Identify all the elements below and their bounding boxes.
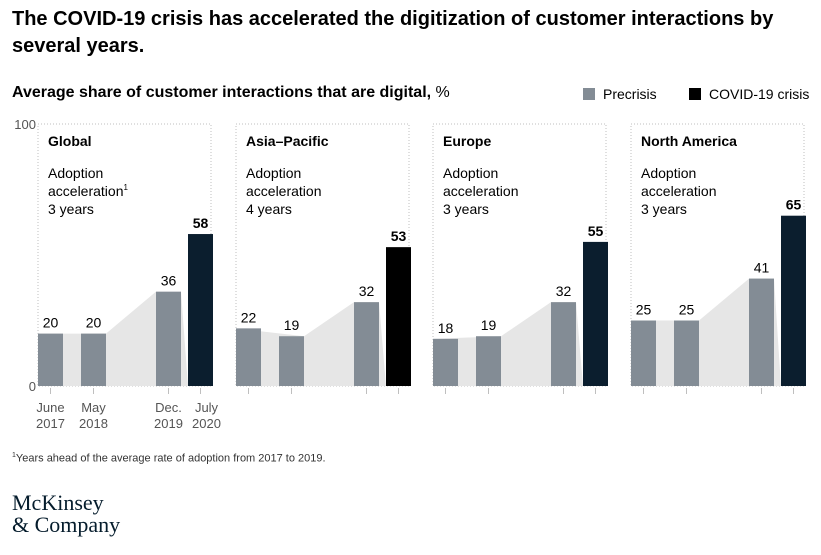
adoption-note-north-america-2: 3 years — [641, 201, 687, 217]
bar-global-0 — [38, 333, 63, 386]
x-category-label-3-1: 2020 — [192, 416, 221, 431]
value-label-asia-pacific-0: 22 — [241, 309, 257, 325]
adoption-note-asia-pacific-0: Adoption — [246, 165, 301, 181]
chart-subtitle: Average share of customer interactions t… — [12, 84, 450, 102]
value-label-north-america-1: 25 — [679, 302, 695, 318]
chart-title: The COVID-19 crisis has accelerated the … — [12, 8, 774, 57]
bar-asia-pacific-3 — [386, 247, 411, 386]
bar-north-america-3 — [781, 215, 806, 386]
adoption-note-north-america-0: Adoption — [641, 165, 696, 181]
adoption-note-global-0: Adoption — [48, 165, 103, 181]
value-label-north-america-3: 65 — [786, 197, 802, 213]
legend-swatch-precrisis — [583, 88, 595, 100]
mckinsey-logo: McKinsey & Company — [12, 492, 120, 536]
subtitle-text: Average share of customer interactions t… — [12, 84, 432, 101]
value-label-north-america-0: 25 — [636, 302, 652, 318]
adoption-note-asia-pacific-1: acceleration — [246, 183, 322, 199]
x-category-label-1-0: May — [81, 400, 106, 415]
legend-label-precrisis: Precrisis — [603, 86, 657, 102]
footnote: 1Years ahead of the average rate of adop… — [12, 452, 326, 465]
legend-item-precrisis: Precrisis — [583, 86, 657, 102]
value-label-europe-0: 18 — [438, 320, 454, 336]
bar-asia-pacific-1 — [279, 336, 304, 386]
value-label-asia-pacific-2: 32 — [359, 283, 375, 299]
adoption-note-asia-pacific-2: 4 years — [246, 201, 292, 217]
bar-north-america-1 — [674, 320, 699, 386]
y-tick-label-100: 100 — [14, 117, 36, 132]
footnote-text: Years ahead of the average rate of adopt… — [15, 452, 326, 465]
bar-global-1 — [81, 333, 106, 386]
value-label-europe-2: 32 — [556, 283, 572, 299]
value-label-asia-pacific-3: 53 — [391, 228, 407, 244]
legend-item-covid: COVID-19 crisis — [689, 86, 809, 102]
value-label-europe-1: 19 — [481, 317, 497, 333]
legend-swatch-covid — [689, 88, 701, 100]
adoption-note-global-1: acceleration1 — [48, 183, 129, 199]
y-tick-label-0: 0 — [29, 379, 36, 394]
bar-asia-pacific-0 — [236, 328, 261, 386]
value-label-global-0: 20 — [43, 315, 59, 331]
adoption-note-global-2: 3 years — [48, 201, 94, 217]
bar-north-america-0 — [631, 320, 656, 386]
logo-line-2: & Company — [12, 512, 121, 537]
trend-area-north-america — [631, 278, 781, 386]
x-category-label-0-1: 2017 — [36, 416, 65, 431]
value-label-global-2: 36 — [161, 273, 177, 289]
adoption-note-europe-0: Adoption — [443, 165, 498, 181]
panel-title-europe: Europe — [443, 133, 491, 149]
x-category-label-2-1: 2019 — [154, 416, 183, 431]
x-category-label-1-1: 2018 — [79, 416, 108, 431]
trend-area-europe — [433, 302, 583, 386]
value-label-europe-3: 55 — [588, 223, 604, 239]
value-label-north-america-2: 41 — [754, 260, 770, 276]
x-category-label-3-0: July — [195, 400, 219, 415]
bar-europe-1 — [476, 336, 501, 386]
bar-asia-pacific-2 — [354, 302, 379, 386]
panel-title-north-america: North America — [641, 133, 737, 149]
logo-line-1: McKinsey — [12, 490, 104, 515]
bar-europe-3 — [583, 241, 608, 386]
adoption-note-north-america-1: acceleration — [641, 183, 717, 199]
trend-area-global — [38, 291, 188, 386]
bar-global-2 — [156, 291, 181, 386]
adoption-note-europe-2: 3 years — [443, 201, 489, 217]
legend-label-covid: COVID-19 crisis — [709, 86, 810, 102]
value-label-asia-pacific-1: 19 — [284, 317, 300, 333]
subtitle-unit: % — [435, 84, 450, 101]
value-label-global-1: 20 — [86, 315, 102, 331]
adoption-note-europe-1: acceleration — [443, 183, 519, 199]
footnote-marker: 1 — [12, 452, 16, 459]
x-category-label-2-0: Dec. — [155, 400, 182, 415]
bar-europe-0 — [433, 338, 458, 386]
panel-title-asia-pacific: Asia–Pacific — [246, 133, 329, 149]
value-label-global-3: 58 — [193, 215, 209, 231]
bar-north-america-2 — [749, 278, 774, 386]
panel-title-global: Global — [48, 133, 92, 149]
bar-global-3 — [188, 234, 213, 386]
trend-area-asia-pacific — [236, 302, 386, 386]
x-category-label-0-0: June — [36, 400, 64, 415]
bar-europe-2 — [551, 302, 576, 386]
